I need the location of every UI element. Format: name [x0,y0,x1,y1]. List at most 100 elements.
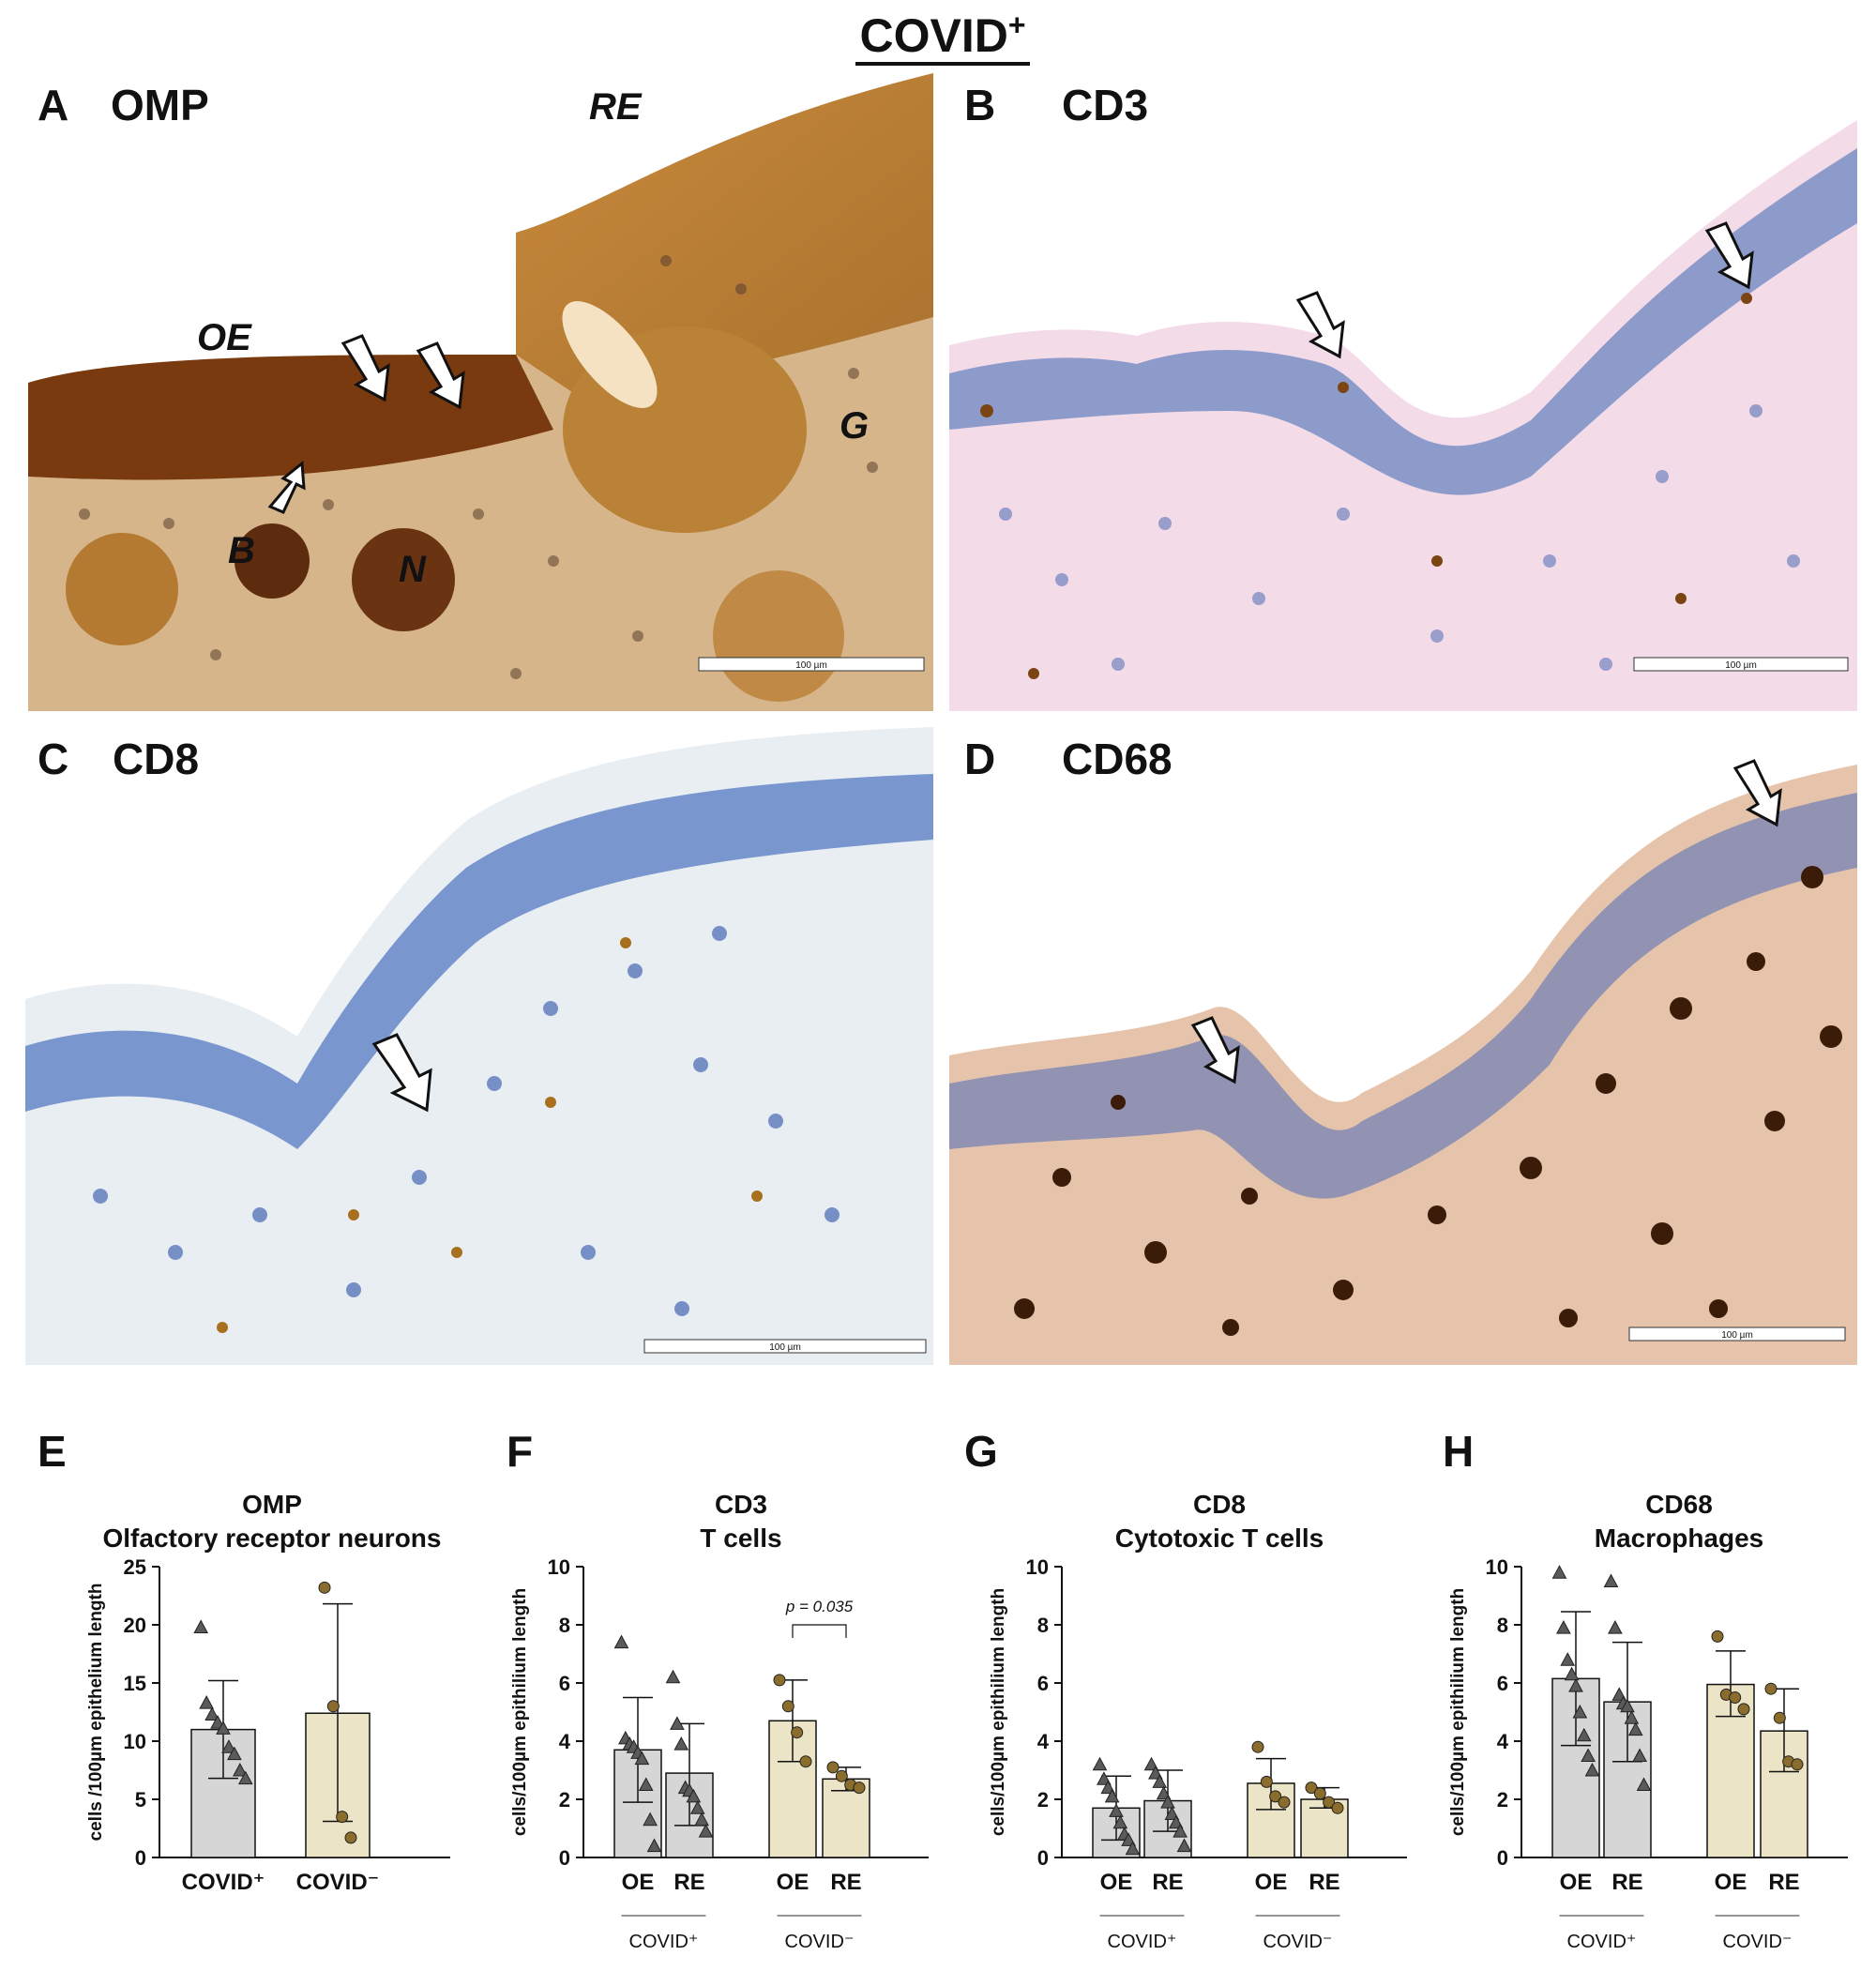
x-tick-label: OE [777,1870,809,1895]
x-tick-label: OE [1100,1870,1133,1895]
chart-letter-g: G [964,1427,998,1476]
p-value-annotation: p = 0.035 [785,1598,854,1615]
group-label: COVID⁺ [1108,1932,1177,1952]
bar [822,1778,870,1858]
data-point [638,1777,654,1791]
group-label: COVID⁺ [629,1932,699,1952]
y-tick-label: 10 [124,1730,146,1753]
data-point [781,1700,794,1713]
x-tick-label: OE [622,1870,655,1895]
data-point [689,1800,705,1814]
data-point [193,1619,209,1633]
micrograph-a-omp: 100 µm [28,73,933,711]
data-point [1603,1573,1619,1587]
y-tick-label: 0 [135,1846,146,1870]
data-point [1104,1788,1120,1803]
data-point [216,1721,231,1735]
panel-stain-cd3: CD3 [1062,81,1149,129]
data-point [835,1769,848,1782]
data-point [673,1736,689,1751]
data-point [1564,1666,1580,1681]
y-tick-label: 10 [548,1555,570,1579]
x-tick-label: RE [830,1870,861,1895]
data-point [237,1770,253,1785]
data-point [1152,1774,1168,1788]
data-point [1729,1691,1742,1704]
data-point [613,1634,629,1649]
panel-stain-omp: OMP [111,81,209,129]
data-point [1148,1766,1163,1780]
scale-bar-d: 100 µm [1721,1330,1753,1341]
y-tick-label: 4 [559,1730,571,1753]
data-point [1092,1756,1108,1771]
data-point [1551,1565,1567,1579]
region-label-b: B [228,530,255,571]
data-point [1269,1790,1282,1803]
data-point [318,1581,331,1594]
y-tick-label: 8 [559,1614,570,1637]
data-point [1568,1678,1583,1692]
y-tick-label: 4 [1497,1730,1509,1753]
data-point [1584,1762,1600,1777]
panel-letter-b: B [964,81,996,129]
data-point [1611,1687,1627,1701]
data-point [1109,1803,1124,1817]
data-point [1791,1758,1804,1771]
x-tick-label: RE [1152,1870,1183,1895]
panel-stain-cd8: CD8 [113,735,200,783]
data-point [1773,1711,1786,1724]
chart-letter-e: E [38,1427,67,1476]
chart-e-omp: cells /100µm epithelium length 0 5 10 15 20 25… [86,1555,450,1895]
y-tick-label: 5 [135,1788,146,1812]
y-axis-label: cells/100µm epithilium length [510,1588,530,1836]
data-point [646,1838,662,1853]
data-point [1097,1771,1112,1785]
figure-title: COVID+ [849,8,1036,66]
group-label: COVID⁻ [1723,1932,1793,1952]
x-tick-label: COVID⁻ [296,1870,380,1895]
chart-letter-h: H [1443,1427,1475,1476]
region-label-g: G [840,405,870,447]
data-point [1608,1620,1623,1634]
y-tick-label: 0 [1497,1846,1508,1870]
x-tick-label: RE [1611,1870,1642,1895]
data-point [1156,1785,1172,1800]
x-tick-label: OE [1715,1870,1747,1895]
x-tick-label: RE [1768,1870,1799,1895]
data-point [826,1761,840,1774]
data-point [1627,1721,1643,1736]
data-point [791,1726,804,1739]
data-point [227,1746,242,1761]
data-point [1100,1780,1116,1795]
y-tick-label: 20 [124,1614,146,1637]
chart-title-f: CD3 T cells [700,1490,782,1553]
chart-f-cd3: cells/100µm epithilium length 0 2 4 6 8 10 OE RE… [510,1555,929,1952]
data-point [773,1674,786,1687]
data-point [199,1695,214,1709]
data-point [1251,1740,1264,1753]
y-tick-label: 8 [1497,1614,1508,1637]
micrograph-b-cd3: 100 µm [949,73,1857,711]
chart-letter-f: F [507,1427,534,1476]
panel-stain-cd68: CD68 [1062,735,1172,783]
y-tick-label: 8 [1037,1614,1049,1637]
chart-title-h: CD68 Macrophages [1594,1490,1764,1553]
panel-letter-a: A [38,81,69,129]
data-point [1581,1748,1596,1762]
y-axis-label: cells/100µm epithilium length [1448,1588,1468,1836]
chart-title-g: CD8 Cytotoxic T cells [1114,1490,1324,1553]
y-tick-label: 10 [1486,1555,1508,1579]
x-tick-label: COVID⁺ [182,1870,265,1895]
data-point [1160,1795,1175,1809]
data-point [853,1781,866,1795]
y-axis-label: cells/100µm epithilium length [989,1588,1008,1836]
y-tick-label: 2 [559,1788,570,1812]
data-point [1572,1704,1588,1719]
significance-bracket [792,1624,847,1638]
region-label-re: RE [589,86,642,128]
data-point [221,1739,236,1753]
data-point [204,1706,219,1721]
data-point [1121,1832,1136,1846]
y-tick-label: 0 [1037,1846,1049,1870]
data-point [1711,1630,1724,1643]
